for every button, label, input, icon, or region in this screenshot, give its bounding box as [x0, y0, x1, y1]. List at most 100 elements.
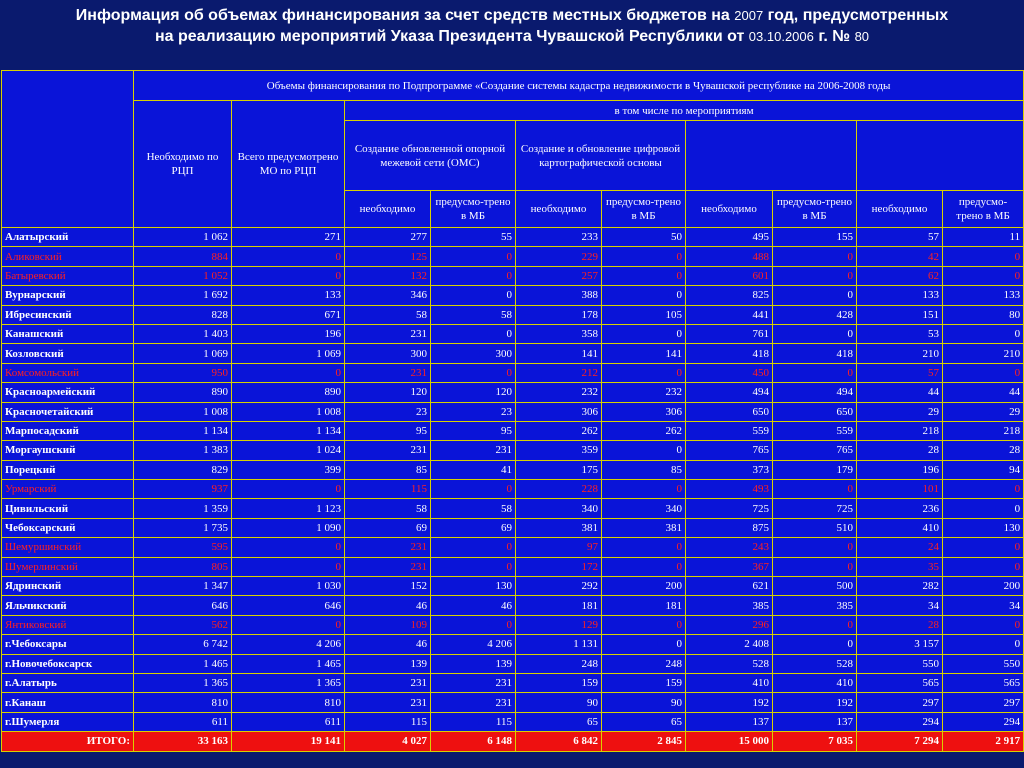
row-value: 1 008: [231, 401, 345, 422]
row-value: 650: [772, 401, 857, 422]
row-value: 0: [772, 323, 857, 345]
table-row: Вурнарский 1 692 133 346 0 388 0 825 0 133 133: [1, 285, 1024, 306]
row-value: 0: [430, 614, 516, 636]
row-value: 192: [685, 692, 773, 713]
row-value: 44: [941, 382, 1024, 403]
row-value: 179: [772, 459, 857, 481]
row-value: 28: [856, 440, 943, 461]
row-value: 0: [601, 614, 686, 636]
row-value: 890: [133, 382, 232, 403]
row-value: 196: [231, 323, 345, 345]
row-value: 28: [856, 614, 943, 636]
row-value: 95: [344, 420, 431, 442]
row-value: 101: [856, 479, 943, 500]
row-value: 0: [430, 265, 516, 287]
row-value: 53: [856, 323, 943, 345]
row-value: 494: [685, 382, 773, 403]
row-value: 24: [856, 537, 943, 558]
row-value: 133: [856, 285, 943, 306]
table-row: Аликовский 884 0 125 0 229 0 488 0 42 0: [1, 246, 1024, 267]
row-value: 0: [941, 537, 1024, 558]
row-value: 829: [133, 459, 232, 481]
row-value: 292: [515, 576, 602, 597]
row-name: Порецкий: [1, 459, 134, 481]
row-value: 418: [772, 343, 857, 364]
row-value: 3 157: [856, 634, 943, 655]
row-value: 120: [344, 382, 431, 403]
row-value: 0: [430, 285, 516, 306]
row-value: 277: [344, 226, 431, 248]
sub-mb: предусмо-трено в МБ: [601, 190, 686, 228]
row-value: 57: [856, 226, 943, 248]
row-name: Марпосадский: [1, 420, 134, 442]
table-row: г.Новочебоксарск 1 465 1 465 139 139 248 248 52…: [1, 653, 1024, 674]
row-value: 0: [430, 556, 516, 578]
row-value: 85: [601, 459, 686, 481]
row-value: 385: [685, 595, 773, 616]
row-value: 0: [941, 362, 1024, 384]
row-value: 0: [941, 265, 1024, 287]
row-value: 0: [772, 614, 857, 636]
row-value: 1 030: [231, 576, 345, 597]
row-name: Козловский: [1, 343, 134, 364]
row-value: 243: [685, 537, 773, 558]
row-value: 139: [430, 653, 516, 674]
row-value: 271: [231, 226, 345, 248]
row-name: Янтиковский: [1, 614, 134, 636]
table-row: Шумерлинский 805 0 231 0 172 0 367 0 35 0: [1, 556, 1024, 578]
row-value: 300: [430, 343, 516, 364]
row-value: 410: [685, 672, 773, 694]
row-value: 34: [941, 595, 1024, 616]
row-value: 359: [515, 440, 602, 461]
row-value: 23: [430, 401, 516, 422]
row-value: 29: [941, 401, 1024, 422]
row-value: 141: [515, 343, 602, 364]
row-name: Ядринский: [1, 576, 134, 597]
row-value: 212: [515, 362, 602, 384]
row-value: 65: [515, 711, 602, 733]
row-name: Шемуршинский: [1, 537, 134, 558]
title-line-2: на реализацию мероприятий Указа Президен…: [154, 28, 870, 45]
row-value: 1 735: [133, 517, 232, 539]
row-value: 196: [856, 459, 943, 481]
row-value: 4 206: [430, 634, 516, 655]
row-value: 228: [515, 479, 602, 500]
row-value: 229: [515, 246, 602, 267]
table-row: Красночетайский 1 008 1 008 23 23 306 306 650 65…: [1, 401, 1024, 422]
row-value: 1 383: [133, 440, 232, 461]
row-value: 646: [231, 595, 345, 616]
table-row: г.Шумерля 611 611 115 115 65 65 137 137 294 294: [1, 711, 1024, 733]
row-value: 105: [601, 304, 686, 325]
header-empty-1: [685, 120, 857, 191]
row-value: 231: [430, 440, 516, 461]
row-value: 1 024: [231, 440, 345, 461]
table-row: Алатырский 1 062 271 277 55 233 50 495 155 57 11: [1, 226, 1024, 248]
row-value: 300: [344, 343, 431, 364]
row-value: 0: [941, 479, 1024, 500]
row-value: 510: [772, 517, 857, 539]
row-value: 0: [772, 362, 857, 384]
row-value: 399: [231, 459, 345, 481]
row-value: 1 365: [133, 672, 232, 694]
row-value: 0: [601, 634, 686, 655]
row-value: 0: [772, 479, 857, 500]
row-value: 562: [133, 614, 232, 636]
row-name: Батыревский: [1, 265, 134, 287]
row-value: 761: [685, 323, 773, 345]
row-value: 0: [941, 246, 1024, 267]
row-value: 0: [231, 556, 345, 578]
row-value: 550: [856, 653, 943, 674]
sub-need: необходимо: [856, 190, 943, 228]
row-value: 559: [772, 420, 857, 442]
row-name: г.Новочебоксарск: [1, 653, 134, 674]
row-value: 1 069: [231, 343, 345, 364]
row-value: 159: [515, 672, 602, 694]
header-carto: Создание и обновление цифровой картограф…: [515, 120, 686, 191]
row-value: 340: [515, 498, 602, 519]
row-value: 231: [344, 692, 431, 713]
row-value: 0: [601, 362, 686, 384]
row-value: 159: [601, 672, 686, 694]
row-value: 418: [685, 343, 773, 364]
header-main: Объемы финансирования по Подпрограмме «С…: [132, 70, 1024, 101]
row-value: 0: [941, 323, 1024, 345]
